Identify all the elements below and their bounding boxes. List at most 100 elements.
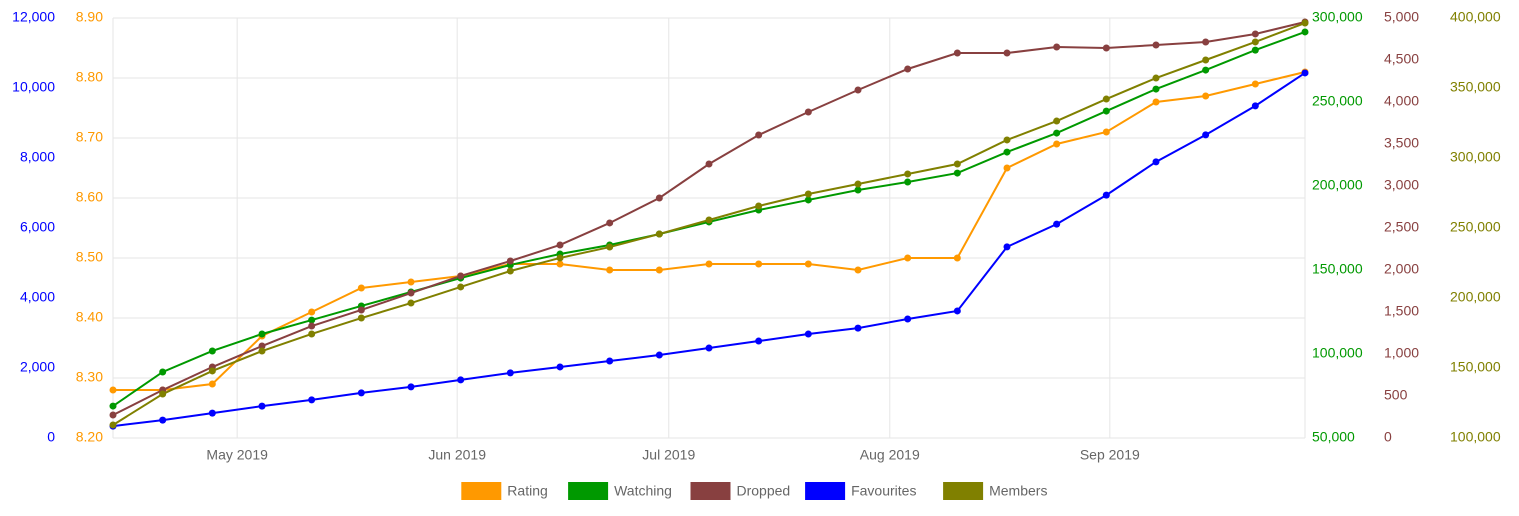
data-point [804,260,812,268]
y-tick-label: 300,000 [1450,149,1501,165]
y-tick-label: 150,000 [1450,359,1501,375]
data-point [655,266,663,274]
legend-swatch[interactable] [568,482,609,500]
y-tick-label: 250,000 [1450,219,1501,235]
data-point [357,284,365,292]
y-tick-label: 400,000 [1450,9,1501,25]
y-tick-label: 2,000 [20,359,55,375]
data-point [556,260,564,268]
data-point [904,178,912,186]
legend-label[interactable]: Dropped [737,483,791,499]
y-tick-label: 50,000 [1312,429,1355,445]
data-point [804,190,812,198]
y-tick-label: 200,000 [1312,177,1363,193]
data-point [208,367,216,375]
legend-swatch[interactable] [943,482,984,500]
data-point [1003,243,1011,251]
y-tick-label: 8.50 [76,249,103,265]
data-point [1301,28,1309,36]
legend-label[interactable]: Watching [614,483,672,499]
y-tick-label: 100,000 [1450,429,1501,445]
data-point [606,266,614,274]
data-point [308,396,316,404]
y-tick-label: 8.30 [76,369,103,385]
data-point [357,314,365,322]
data-point [1102,107,1110,115]
data-point [655,230,663,238]
y-tick-label: 3,000 [1384,177,1419,193]
data-point [308,316,316,324]
data-point [655,194,663,202]
data-point [1152,41,1160,49]
data-point [407,278,415,286]
data-point [159,390,167,398]
data-point [904,65,912,73]
data-point [258,402,266,410]
y-tick-label: 4,500 [1384,51,1419,67]
legend-swatch[interactable] [690,482,731,500]
data-point [854,186,862,194]
y-tick-label: 350,000 [1450,79,1501,95]
data-point [208,409,216,417]
data-point [208,347,216,355]
data-point [904,254,912,262]
x-tick-label: Jun 2019 [428,447,486,463]
y-tick-label: 8,000 [20,149,55,165]
data-point [804,108,812,116]
x-tick-label: May 2019 [206,447,268,463]
data-point [1102,95,1110,103]
x-tick-label: Aug 2019 [860,447,920,463]
data-point [904,315,912,323]
data-point [1251,46,1259,54]
data-point [1053,220,1061,228]
data-point [159,368,167,376]
data-point [1053,129,1061,137]
data-point [1251,80,1259,88]
data-point [1202,56,1210,64]
data-point [208,380,216,388]
data-point [755,337,763,345]
data-point [357,306,365,314]
data-point [506,267,514,275]
data-point [953,169,961,177]
y-tick-label: 150,000 [1312,261,1363,277]
y-tick-label: 8.20 [76,429,103,445]
data-point [407,383,415,391]
data-point [1152,74,1160,82]
data-point [1301,69,1309,77]
legend-label[interactable]: Favourites [851,483,916,499]
data-point [109,386,117,394]
data-point [556,363,564,371]
y-tick-label: 1,500 [1384,303,1419,319]
data-point [854,86,862,94]
series-line [112,72,1306,428]
data-point [1003,136,1011,144]
data-point [606,219,614,227]
data-point [1301,19,1309,27]
y-tick-label: 2,500 [1384,219,1419,235]
data-point [1053,117,1061,125]
data-point [1202,66,1210,74]
y-tick-label: 5,000 [1384,9,1419,25]
y-tick-label: 8.80 [76,69,103,85]
legend-label[interactable]: Rating [507,483,547,499]
y-tick-label: 10,000 [12,79,55,95]
data-point [308,322,316,330]
series-line [113,71,1306,391]
y-tick-label: 2,000 [1384,261,1419,277]
y-tick-label: 4,000 [1384,93,1419,109]
data-point [1251,102,1259,110]
data-point [904,170,912,178]
legend-swatch[interactable] [805,482,846,500]
y-tick-label: 4,000 [20,289,55,305]
data-point [1251,30,1259,38]
data-point [953,49,961,57]
legend-swatch[interactable] [461,482,502,500]
data-point [1152,85,1160,93]
data-point [308,308,316,316]
data-point [655,351,663,359]
legend-label[interactable]: Members [989,483,1047,499]
data-point [953,160,961,168]
data-point [705,260,713,268]
data-point [407,289,415,297]
